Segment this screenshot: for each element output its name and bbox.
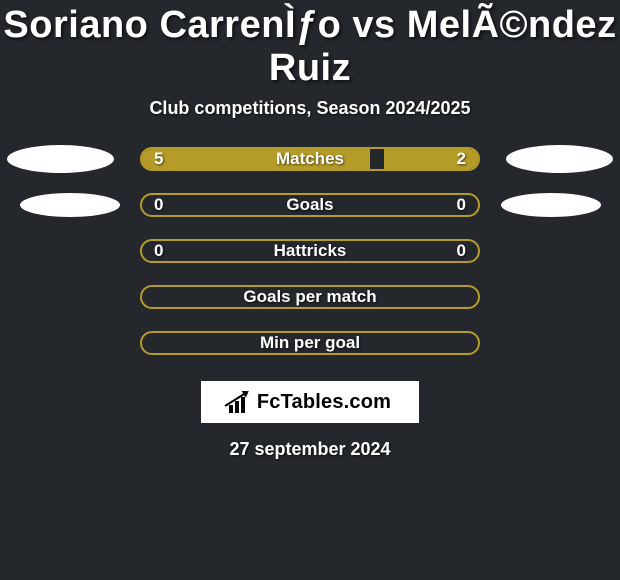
footer-logo-text: FcTables.com [257, 391, 391, 414]
stat-bar: 0 Goals 0 [140, 193, 480, 217]
stat-bar: Min per goal [140, 331, 480, 355]
stat-value-right: 2 [457, 149, 466, 169]
stat-bar: Goals per match [140, 285, 480, 309]
stat-row-goals-per-match: Goals per match [0, 285, 620, 309]
stat-row-min-per-goal: Min per goal [0, 331, 620, 355]
stat-value-right: 0 [457, 195, 466, 215]
stat-row-goals: 0 Goals 0 [0, 193, 620, 217]
player-right-avatar [506, 145, 613, 173]
player-right-avatar-small [501, 193, 601, 217]
player-left-avatar-small [20, 193, 120, 217]
page-subtitle: Club competitions, Season 2024/2025 [149, 98, 470, 119]
stat-label: Matches [276, 149, 344, 169]
stat-label: Goals per match [243, 287, 376, 307]
stat-label: Min per goal [260, 333, 360, 353]
stat-value-left: 5 [154, 149, 163, 169]
fctables-chart-icon [229, 391, 253, 413]
footer-logo: FcTables.com [201, 381, 419, 423]
player-left-avatar [7, 145, 114, 173]
stat-value-left: 0 [154, 241, 163, 261]
stat-bar: 5 Matches 2 [140, 147, 480, 171]
footer-date: 27 september 2024 [229, 439, 390, 460]
stat-row-hattricks: 0 Hattricks 0 [0, 239, 620, 263]
stat-label: Hattricks [274, 241, 347, 261]
stat-bar: 0 Hattricks 0 [140, 239, 480, 263]
stat-rows: 5 Matches 2 0 Goals 0 0 Hat [0, 147, 620, 355]
stat-label: Goals [286, 195, 333, 215]
stat-value-right: 0 [457, 241, 466, 261]
page-title: Soriano CarrenÌƒo vs MelÃ©ndez Ruiz [0, 4, 620, 90]
comparison-infographic: Soriano CarrenÌƒo vs MelÃ©ndez Ruiz Club… [0, 0, 620, 460]
stat-value-left: 0 [154, 195, 163, 215]
stat-row-matches: 5 Matches 2 [0, 147, 620, 171]
